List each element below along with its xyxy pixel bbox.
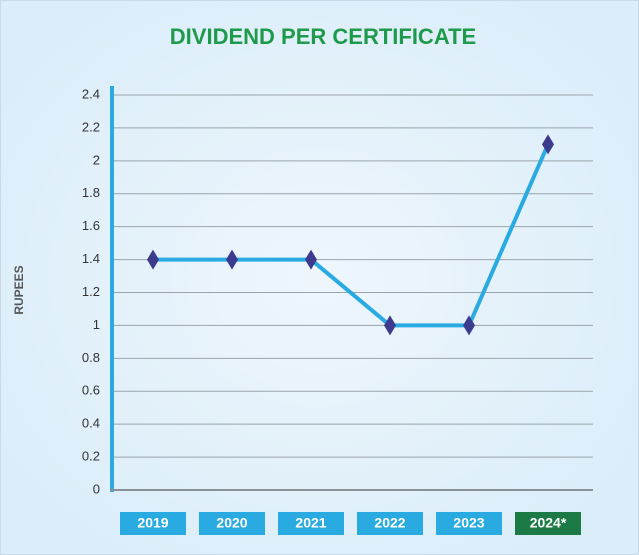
marker — [542, 134, 554, 155]
y-tick-label: 1 — [93, 317, 100, 332]
x-tick-label: 2019 — [137, 515, 168, 531]
x-tick-label: 2022 — [374, 515, 405, 531]
x-tick-box — [357, 512, 423, 535]
y-tick-label: 0.4 — [82, 416, 100, 431]
y-tick-label: 1.4 — [82, 251, 100, 266]
x-tick-box — [515, 512, 581, 535]
y-tick-label: 0.8 — [82, 350, 100, 365]
y-tick-label: 2 — [93, 152, 100, 167]
x-tick-box — [436, 512, 502, 535]
y-tick-label: 1.8 — [82, 185, 100, 200]
x-tick-label: 2024* — [530, 515, 567, 531]
x-tick-label: 2023 — [453, 515, 484, 531]
marker — [384, 315, 396, 336]
y-tick-label: 2.4 — [82, 86, 100, 101]
y-axis-label: RUPEES — [12, 265, 26, 314]
chart-title: DIVIDEND PER CERTIFICATE — [170, 24, 476, 49]
y-tick-label: 1.2 — [82, 284, 100, 299]
x-tick-box — [278, 512, 344, 535]
marker — [463, 315, 475, 336]
y-tick-label: 0.2 — [82, 449, 100, 464]
marker — [147, 249, 159, 270]
x-tick-box — [199, 512, 265, 535]
y-tick-label: 0.6 — [82, 383, 100, 398]
line — [153, 143, 550, 328]
x-tick-box — [120, 512, 186, 535]
marker — [226, 249, 238, 270]
y-tick-label: 0 — [93, 481, 100, 496]
marker — [305, 249, 317, 270]
y-tick-label: 1.6 — [82, 218, 100, 233]
x-tick-label: 2020 — [216, 515, 247, 531]
x-tick-label: 2021 — [295, 515, 326, 531]
y-tick-label: 2.2 — [82, 119, 100, 134]
